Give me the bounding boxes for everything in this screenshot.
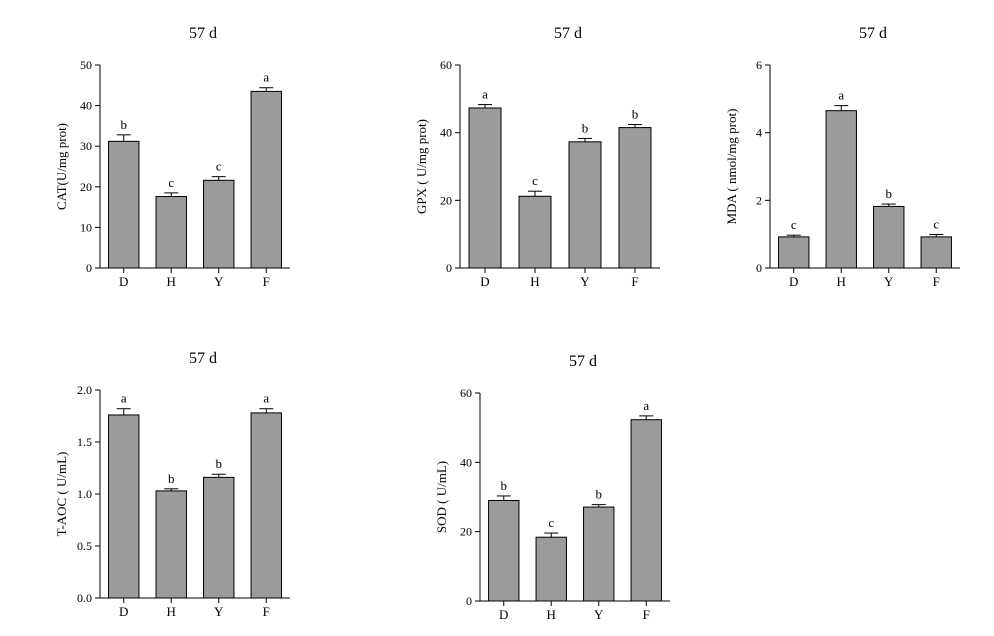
significance-letter: c (168, 175, 174, 190)
bar-F (920, 236, 952, 269)
y-tick-label: 60 (460, 386, 472, 400)
significance-letter: b (632, 107, 639, 122)
significance-letter: a (643, 398, 649, 413)
x-tick-label: Y (884, 274, 894, 289)
chart-title: 57 d (554, 25, 582, 42)
y-tick-label: 0 (86, 261, 92, 275)
chart-title: 57 d (569, 353, 597, 370)
chart-panel-2: 57 d GPX ( U/mg prot) 0 20 40 60 a Dc Hb Yb F (414, 25, 660, 289)
bar-F (618, 127, 652, 269)
x-tick-label: D (499, 607, 508, 622)
x-tick-label: D (480, 274, 489, 289)
bar-D (108, 140, 140, 269)
bar-F (630, 419, 662, 602)
x-tick-label: H (167, 604, 176, 619)
y-tick-label: 0.0 (77, 591, 92, 605)
chart-title: 57 d (859, 25, 887, 42)
x-tick-label: H (530, 274, 539, 289)
y-tick-label: 0 (466, 594, 472, 608)
y-tick-label: 20 (460, 525, 472, 539)
y-axis-label: GPX ( U/mg prot) (414, 119, 429, 214)
y-axis-label: MDA ( nmol/mg prot) (724, 109, 739, 225)
bar-Y (583, 506, 615, 602)
y-tick-label: 10 (80, 220, 92, 234)
y-tick-label: 0.5 (77, 539, 92, 553)
significance-letter: c (548, 515, 554, 530)
bar-H (155, 196, 187, 269)
bar-D (778, 236, 810, 269)
significance-letter: a (838, 88, 844, 103)
y-tick-label: 4 (756, 126, 762, 140)
bar-Y (873, 205, 905, 269)
x-tick-label: H (837, 274, 846, 289)
x-tick-label: F (263, 274, 270, 289)
bar-D (468, 107, 502, 269)
significance-letter: a (263, 391, 269, 406)
significance-letter: b (501, 478, 508, 493)
x-tick-label: D (789, 274, 798, 289)
chart-title: 57 d (189, 25, 217, 42)
x-tick-label: F (263, 604, 270, 619)
y-tick-label: 40 (460, 455, 472, 469)
significance-letter: a (263, 70, 269, 85)
significance-letter: c (791, 217, 797, 232)
significance-letter: a (121, 391, 127, 406)
significance-letter: c (532, 173, 538, 188)
bar-D (488, 499, 520, 602)
bar-H (155, 490, 187, 599)
x-tick-label: F (643, 607, 650, 622)
chart-title: 57 d (189, 350, 217, 367)
y-tick-label: 0 (446, 261, 452, 275)
y-tick-label: 50 (80, 58, 92, 72)
x-tick-label: H (547, 607, 556, 622)
bar-H (535, 536, 567, 602)
x-tick-label: F (631, 274, 638, 289)
bar-Y (568, 141, 602, 269)
x-tick-label: F (933, 274, 940, 289)
significance-letter: b (596, 487, 603, 502)
x-tick-label: Y (214, 604, 224, 619)
chart-panel-1: 57 d CAT(U/mg prot) 0 10 20 30 40 50 b Dc Hc Ya F (54, 25, 290, 289)
y-tick-label: 40 (440, 126, 452, 140)
significance-letter: b (582, 120, 589, 135)
y-tick-label: 6 (756, 58, 762, 72)
chart-panel-4: 57 d T-AOC ( U/mL) 0.0 0.5 1.0 1.5 2.0 a Db Hb Ya F (54, 350, 290, 619)
x-tick-label: Y (214, 274, 224, 289)
bar-H (518, 195, 552, 269)
y-axis-label: SOD ( U/mL) (434, 461, 449, 533)
y-axis-label: T-AOC ( U/mL) (54, 452, 69, 537)
bar-H (825, 110, 857, 269)
y-axis-label: CAT(U/mg prot) (54, 123, 69, 210)
bar-Y (203, 476, 235, 599)
chart-panel-3: 57 d MDA ( nmol/mg prot) 0 2 4 6 c Da Hb Yc F (724, 25, 960, 289)
significance-letter: c (933, 217, 939, 232)
x-tick-label: D (119, 274, 128, 289)
y-tick-label: 1.0 (77, 487, 92, 501)
y-tick-label: 30 (80, 139, 92, 153)
y-tick-label: 2 (756, 193, 762, 207)
y-tick-label: 40 (80, 99, 92, 113)
x-tick-label: Y (580, 274, 590, 289)
significance-letter: b (216, 456, 223, 471)
y-tick-label: 2.0 (77, 383, 92, 397)
significance-letter: b (886, 186, 893, 201)
bar-F (250, 90, 282, 269)
significance-letter: b (168, 471, 175, 486)
bar-Y (203, 179, 235, 269)
x-tick-label: H (167, 274, 176, 289)
significance-letter: b (121, 117, 128, 132)
chart-panel-5: 57 d SOD ( U/mL) 0 20 40 60 b Dc Hb Ya F (434, 353, 670, 622)
bar-D (108, 414, 140, 599)
y-tick-label: 60 (440, 58, 452, 72)
significance-letter: c (216, 159, 222, 174)
y-tick-label: 20 (440, 193, 452, 207)
bar-F (250, 412, 282, 599)
x-tick-label: D (119, 604, 128, 619)
y-tick-label: 1.5 (77, 435, 92, 449)
y-tick-label: 0 (756, 261, 762, 275)
y-tick-label: 20 (80, 180, 92, 194)
x-tick-label: Y (594, 607, 604, 622)
significance-letter: a (482, 87, 488, 102)
